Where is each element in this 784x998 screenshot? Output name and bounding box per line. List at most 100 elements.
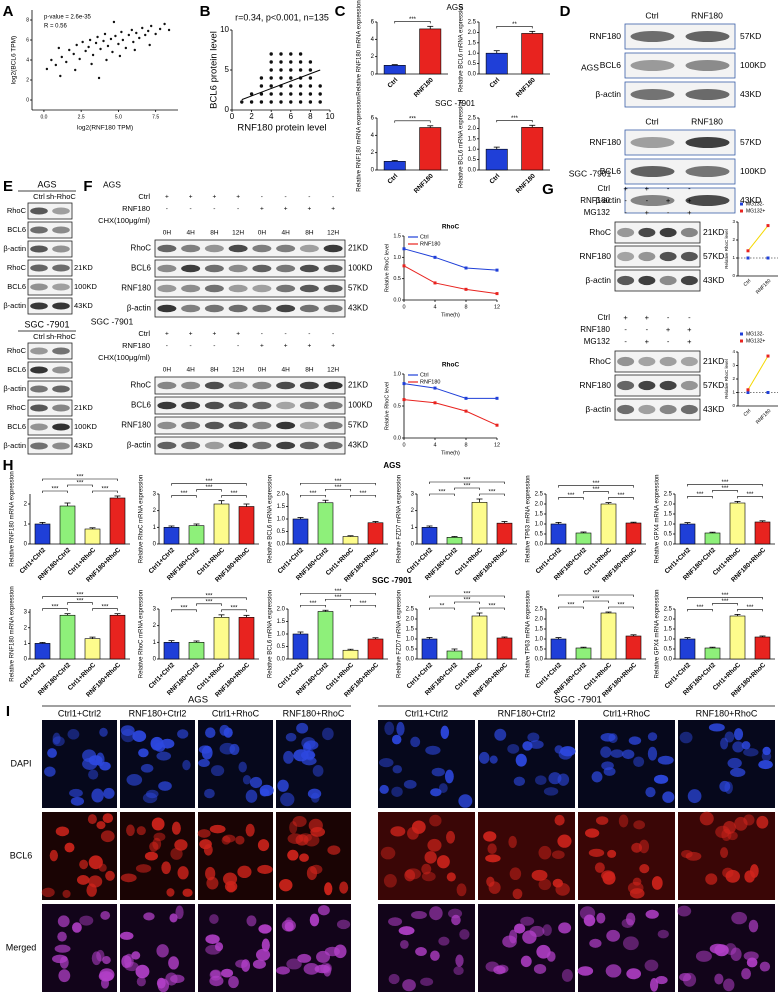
category-label: Ctrl (743, 278, 753, 288)
significance-bracket (196, 603, 222, 606)
cell (49, 849, 58, 862)
cell (429, 814, 442, 827)
blot-band (680, 227, 698, 238)
y-tick-label: 0 (153, 657, 157, 663)
row-label: RNF180 (121, 421, 151, 430)
cell (628, 736, 642, 745)
point (269, 68, 273, 72)
legend-swatch (740, 332, 743, 336)
blot-band (299, 284, 319, 293)
cell (662, 791, 675, 803)
cell (44, 766, 56, 777)
y-axis-label: Relative RhoC mRNA expression (139, 590, 145, 678)
x-axis-label: Time(h) (441, 312, 460, 318)
cell (100, 910, 111, 920)
y-tick-label: 6 (26, 37, 29, 43)
size-label: 43KD (74, 301, 93, 310)
cell (144, 851, 158, 861)
cell (303, 833, 320, 847)
cell (121, 729, 135, 743)
point (318, 92, 322, 96)
blot-band (52, 366, 70, 374)
blot-band (30, 423, 48, 431)
cell (554, 814, 565, 826)
cell (146, 789, 159, 799)
point (308, 84, 313, 88)
size-label: 43KD (703, 275, 724, 285)
cell (520, 916, 535, 926)
lane-header: sh-RhoC (46, 332, 76, 341)
cell (410, 736, 421, 748)
category-label: Ctrl (489, 77, 502, 90)
cell (626, 968, 642, 980)
size-label: 57KD (348, 421, 368, 430)
y-axis-label: Relative BCL6 mRNA expression (459, 4, 465, 92)
condition-label: CHX(100μg/ml) (98, 216, 150, 225)
condition-label: RNF180 (122, 204, 150, 213)
bar (84, 528, 101, 545)
row-label: RNF180 (579, 251, 611, 261)
y-tick-label: 2.5 (406, 607, 415, 613)
micrograph (478, 904, 575, 992)
legend-label: MG132+ (746, 338, 765, 344)
panel-label: A (3, 3, 14, 20)
blot-band (52, 423, 70, 431)
significance-bracket (300, 604, 326, 608)
point (249, 92, 254, 96)
x-tick-label: 8 (464, 442, 467, 448)
cell (205, 944, 222, 955)
cell (730, 947, 742, 962)
significance: *** (746, 605, 754, 611)
cell (59, 956, 69, 969)
y-tick-label: 1.0 (277, 517, 286, 523)
y-tick-label: 2.0 (535, 502, 544, 508)
point (240, 100, 244, 104)
blot-band (276, 421, 296, 430)
cell (529, 740, 544, 749)
bar (292, 633, 309, 660)
blot-band (52, 264, 70, 272)
point (72, 52, 75, 56)
condition-mark: + (645, 313, 650, 322)
blot-band (685, 137, 730, 148)
condition-mark: + (645, 184, 650, 193)
cell (170, 847, 183, 860)
cell (396, 721, 405, 736)
cell (594, 862, 605, 873)
size-label: 43KD (348, 304, 368, 313)
point (96, 35, 99, 39)
cell (557, 834, 572, 848)
point (279, 92, 283, 96)
blot-band (276, 381, 296, 390)
point (298, 52, 303, 56)
cell (258, 924, 272, 934)
size-label: 43KD (740, 89, 761, 99)
group-name: SGC -7901 (569, 168, 612, 178)
size-label: 57KD (348, 284, 368, 293)
condition-mark: - (667, 337, 670, 346)
significance-bracket (196, 489, 222, 492)
blot-band (638, 356, 656, 367)
blot (154, 436, 346, 455)
point (81, 40, 84, 44)
blot (27, 221, 73, 239)
point (54, 63, 58, 67)
x-tick-label: 0 (402, 442, 405, 448)
dot (766, 256, 770, 260)
cell (444, 769, 454, 784)
condition-mark: 0H (163, 230, 172, 237)
cell (487, 843, 497, 855)
group-name: AGS (103, 179, 121, 189)
condition-mark: + (165, 194, 169, 201)
marker (464, 396, 468, 400)
panel-label: B (200, 3, 211, 20)
significance-bracket (479, 607, 505, 610)
x-tick-label: 12 (494, 442, 500, 448)
y-tick-label: 0.0 (664, 542, 673, 548)
cell (87, 814, 97, 825)
row-label: BCL6 (600, 166, 622, 176)
bar (367, 638, 384, 660)
significance: *** (205, 479, 213, 485)
legend-swatch (740, 209, 743, 213)
significance: *** (409, 116, 417, 122)
